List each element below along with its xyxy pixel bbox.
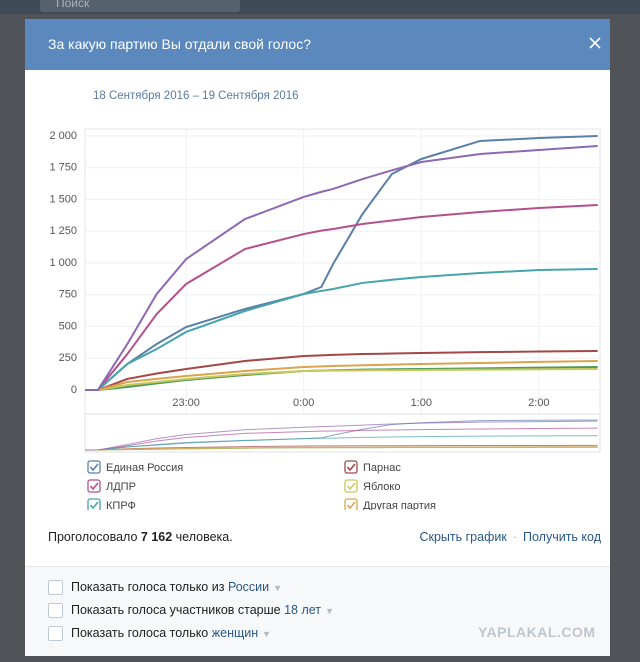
- legend-check: [89, 482, 99, 491]
- series-line: [85, 203, 598, 391]
- top-bar: Поиск: [0, 0, 640, 14]
- x-tick-label: 2:00: [528, 397, 549, 409]
- legend-check: [346, 501, 356, 510]
- legend-check: [346, 463, 356, 472]
- close-button[interactable]: [588, 36, 602, 50]
- y-tick-label: 1 250: [49, 225, 77, 237]
- actions: Скрыть график · Получить код: [419, 530, 601, 544]
- series-line: [85, 350, 598, 391]
- y-tick-label: 1 000: [49, 257, 77, 269]
- y-tick-label: 250: [59, 352, 77, 364]
- filter-text: Показать голоса участников старше: [71, 603, 281, 617]
- y-tick-label: 2 000: [49, 130, 77, 142]
- legend-checkbox: [87, 479, 101, 493]
- series-line: [85, 267, 598, 391]
- series-line: [85, 368, 598, 391]
- chart: 18 Сентября 2016 – 19 Сентября 2016 0 250…: [49, 90, 601, 510]
- poll-modal: За какую партию Вы отдали свой голос? 18…: [25, 19, 610, 656]
- vote-summary: Проголосовало 7 162 человека.: [48, 530, 233, 544]
- x-tick-label: 0:00: [293, 397, 314, 409]
- y-tick-label: 0: [71, 384, 77, 396]
- legend-label: Единая Россия: [106, 462, 183, 474]
- legend-label: Яблоко: [363, 481, 400, 493]
- legend-check: [89, 501, 99, 510]
- legend-check: [346, 482, 356, 491]
- navigator-line: [85, 427, 598, 451]
- filter-row[interactable]: Показать голоса только женщин ▼: [48, 625, 271, 642]
- y-tick-label: 1 500: [49, 193, 77, 205]
- search-field[interactable]: Поиск: [40, 0, 240, 12]
- filter-link[interactable]: 18 лет: [284, 603, 322, 617]
- watermark: YAPLAKAL.COM: [478, 624, 596, 640]
- filter-row[interactable]: Показать голоса только из России ▼: [48, 579, 282, 596]
- legend-checkbox: [87, 498, 101, 510]
- legend-checkbox: [344, 498, 358, 510]
- navigator-line: [85, 420, 598, 451]
- navigator-line: [85, 435, 598, 451]
- legend-label: КПРФ: [106, 500, 136, 510]
- legend-label: ЛДПР: [106, 481, 136, 493]
- series-line: [85, 145, 598, 391]
- series-line: [85, 135, 598, 391]
- filters: Показать голоса только из России ▼ Показа…: [25, 566, 610, 656]
- y-tick-label: 500: [59, 320, 77, 332]
- summary-count: 7 162: [140, 530, 173, 544]
- x-tick-label: 1:00: [411, 397, 432, 409]
- filter-text: Показать голоса только из: [71, 580, 225, 594]
- y-tick-label: 750: [59, 289, 77, 301]
- y-tick-label: 1 750: [49, 162, 77, 174]
- hide-chart-link[interactable]: Скрыть график: [419, 530, 507, 544]
- legend-checkbox: [344, 460, 358, 474]
- legend-checkbox: [87, 460, 101, 474]
- filter-link[interactable]: женщин: [211, 626, 259, 640]
- summary-prefix: Проголосовало: [48, 530, 138, 544]
- chart-subtitle: 18 Сентября 2016 – 19 Сентября 2016: [93, 90, 299, 102]
- navigator-line: [85, 446, 598, 451]
- get-code-link[interactable]: Получить код: [523, 530, 601, 544]
- modal-title: За какую партию Вы отдали свой голос?: [48, 36, 311, 52]
- legend-checkbox: [344, 479, 358, 493]
- filter-link[interactable]: России: [227, 580, 270, 594]
- summary-suffix: человека.: [175, 530, 233, 544]
- x-tick-label: 23:00: [172, 397, 200, 409]
- legend-label: Другая партия: [363, 500, 436, 510]
- series-line: [85, 360, 598, 391]
- filter-text: Показать голоса только: [71, 626, 209, 640]
- modal-header: За какую партию Вы отдали свой голос?: [25, 19, 610, 70]
- legend-label: Парнас: [363, 462, 401, 474]
- legend-check: [89, 463, 99, 472]
- filter-row[interactable]: Показать голоса участников старше 18 лет…: [48, 602, 334, 619]
